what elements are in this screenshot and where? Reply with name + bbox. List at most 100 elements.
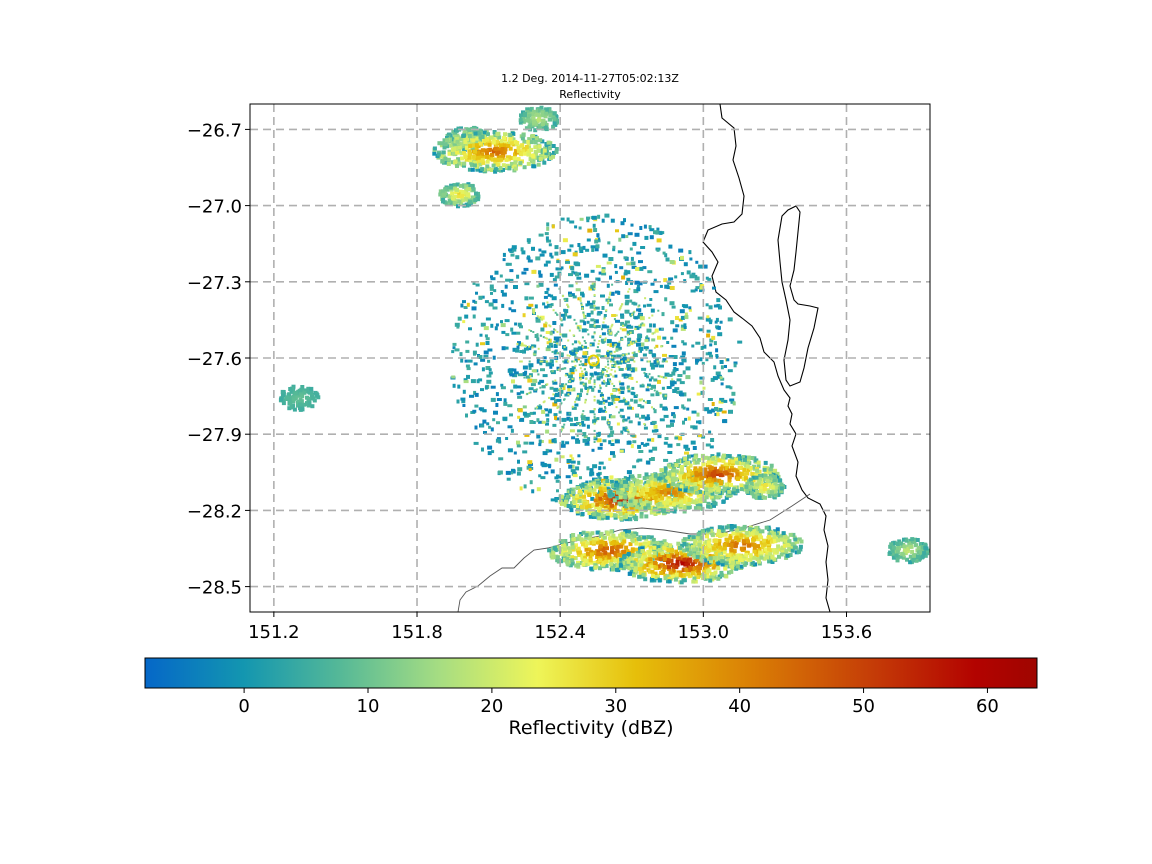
clear-air-return bbox=[536, 359, 541, 364]
storm-cell-pixel bbox=[600, 556, 605, 561]
storm-cell-pixel bbox=[753, 471, 758, 476]
storm-cell-pixel bbox=[678, 493, 683, 498]
clear-air-return bbox=[528, 462, 533, 466]
clear-air-return bbox=[604, 213, 610, 218]
storm-cell-pixel bbox=[749, 542, 754, 547]
clear-air-return bbox=[616, 342, 621, 347]
storm-cell-pixel bbox=[581, 562, 586, 567]
storm-cell-pixel bbox=[611, 566, 616, 571]
spoke-return bbox=[542, 336, 545, 339]
spoke-return bbox=[593, 437, 596, 440]
spoke-return bbox=[554, 379, 557, 382]
spoke-return bbox=[627, 430, 630, 433]
storm-cell-pixel bbox=[625, 510, 630, 515]
spoke-return bbox=[633, 351, 636, 354]
clear-air-return bbox=[718, 305, 722, 310]
storm-cell-pixel bbox=[655, 573, 660, 578]
clear-air-return bbox=[473, 441, 479, 445]
storm-cell-pixel bbox=[675, 551, 679, 556]
clear-air-return bbox=[661, 386, 665, 390]
storm-cell-pixel bbox=[576, 546, 581, 551]
storm-cell-pixel bbox=[622, 561, 627, 566]
clear-air-return bbox=[682, 370, 686, 375]
storm-cell-pixel bbox=[727, 553, 732, 558]
spoke-return bbox=[549, 305, 552, 308]
storm-cell-pixel bbox=[733, 544, 738, 549]
clear-air-return bbox=[682, 420, 685, 425]
clear-air-return bbox=[670, 320, 675, 325]
storm-cell-pixel bbox=[490, 152, 495, 157]
clear-air-return bbox=[640, 358, 644, 362]
clear-air-return bbox=[678, 318, 683, 322]
spoke-return bbox=[635, 380, 638, 383]
clear-air-return bbox=[574, 416, 579, 421]
clear-air-return bbox=[668, 277, 674, 281]
storm-cell-pixel bbox=[639, 503, 644, 508]
storm-cell-pixel bbox=[657, 548, 662, 552]
clear-air-return bbox=[595, 264, 601, 268]
spoke-return bbox=[529, 391, 532, 394]
storm-cell-pixel bbox=[613, 545, 618, 549]
storm-cell-pixel bbox=[477, 128, 482, 133]
spoke-return bbox=[607, 299, 610, 302]
storm-cell-pixel bbox=[745, 482, 750, 487]
clear-air-return bbox=[546, 287, 550, 291]
storm-cell-pixel bbox=[575, 494, 580, 499]
clear-air-return bbox=[510, 300, 514, 305]
storm-cell-pixel bbox=[705, 569, 710, 574]
spoke-return bbox=[607, 422, 610, 425]
clear-air-return bbox=[492, 299, 498, 304]
clear-air-return bbox=[534, 304, 538, 309]
clear-air-return bbox=[522, 313, 526, 318]
clear-air-return bbox=[480, 322, 486, 327]
spoke-return bbox=[646, 386, 649, 389]
storm-cell-pixel bbox=[646, 505, 651, 510]
storm-cell-pixel bbox=[570, 561, 575, 566]
spoke-return bbox=[661, 328, 664, 330]
storm-cell-pixel bbox=[667, 463, 672, 468]
storm-cell-pixel bbox=[674, 469, 679, 474]
clear-air-return bbox=[640, 342, 645, 347]
storm-cell-pixel bbox=[437, 141, 442, 146]
clear-air-return bbox=[694, 276, 700, 281]
storm-cell-pixel bbox=[767, 546, 771, 551]
spoke-return bbox=[609, 291, 612, 294]
clear-air-return bbox=[702, 344, 707, 349]
clear-air-return bbox=[554, 251, 559, 256]
spoke-return bbox=[579, 299, 582, 302]
storm-cell-pixel bbox=[661, 567, 666, 572]
spoke-return bbox=[648, 373, 651, 376]
storm-cell-pixel bbox=[476, 155, 481, 160]
storm-cell-pixel bbox=[701, 462, 706, 467]
spoke-return bbox=[621, 338, 624, 341]
storm-cell-pixel bbox=[711, 456, 716, 461]
spoke-return bbox=[582, 311, 585, 314]
clear-air-return bbox=[622, 398, 626, 403]
spoke-return bbox=[581, 414, 584, 417]
spoke-return bbox=[589, 377, 592, 380]
storm-cell-pixel bbox=[645, 557, 650, 562]
clear-air-return bbox=[519, 350, 525, 353]
storm-cell-pixel bbox=[731, 490, 736, 495]
storm-cell-pixel bbox=[724, 561, 729, 566]
clear-air-return bbox=[481, 367, 485, 372]
clear-air-return bbox=[538, 248, 542, 252]
spoke-return bbox=[660, 345, 663, 348]
storm-cell-pixel bbox=[638, 549, 643, 554]
storm-cell-pixel bbox=[638, 542, 643, 547]
storm-cell-pixel bbox=[675, 574, 680, 579]
storm-cell-pixel bbox=[752, 466, 757, 471]
clear-air-return bbox=[571, 366, 576, 370]
storm-cell-pixel bbox=[674, 572, 679, 577]
storm-cell-pixel bbox=[547, 548, 552, 553]
clear-air-return bbox=[631, 265, 637, 269]
spoke-return bbox=[571, 343, 574, 346]
spoke-return bbox=[525, 344, 527, 347]
storm-cell-pixel bbox=[720, 562, 725, 567]
storm-cell-pixel bbox=[651, 564, 656, 569]
storm-cell-pixel bbox=[643, 577, 648, 582]
clear-air-return bbox=[669, 301, 675, 306]
storm-cell-pixel bbox=[522, 165, 527, 170]
storm-cell-pixel bbox=[643, 506, 648, 511]
storm-cell-pixel bbox=[715, 469, 720, 474]
